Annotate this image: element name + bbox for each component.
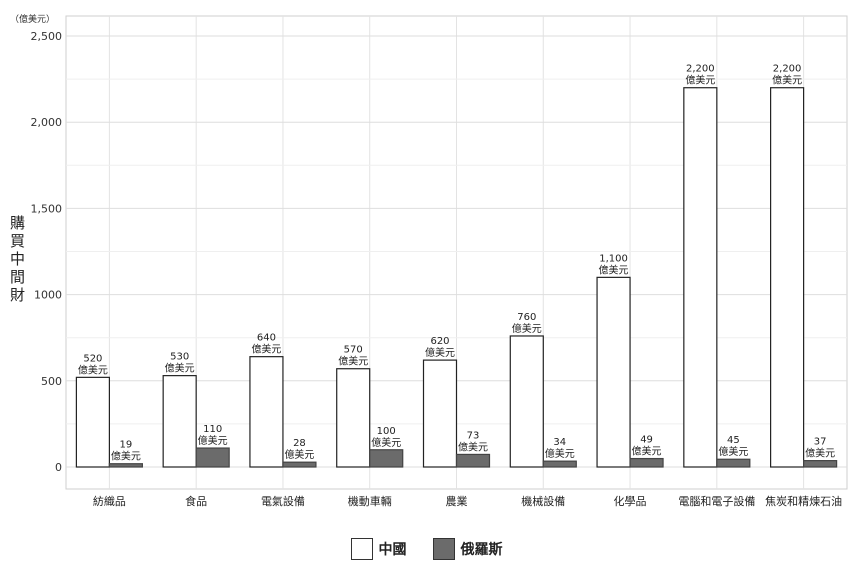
y-axis-label: 購買中間財 — [10, 214, 25, 304]
x-tick-label: 食品 — [185, 494, 207, 508]
data-label-unit: 億美元 — [545, 447, 575, 460]
data-label-unit: 億美元 — [718, 445, 748, 458]
data-label-value: 760 — [517, 312, 536, 323]
data-label-unit: 億美元 — [685, 74, 715, 87]
data-label-unit: 億美元 — [772, 74, 802, 87]
y-tick-label: 1,500 — [31, 202, 63, 215]
bar-russia — [369, 449, 404, 468]
legend-item-russia: 俄羅斯 — [432, 538, 503, 560]
data-label-value: 45 — [727, 435, 740, 446]
data-label-value: 570 — [344, 345, 363, 356]
bar-russia — [108, 463, 143, 468]
data-label-unit: 億美元 — [458, 440, 488, 453]
data-label-unit: 億美元 — [198, 434, 228, 447]
data-label-value: 49 — [640, 435, 653, 446]
x-tick-label: 農業 — [446, 494, 468, 508]
y-tick-label: 2,000 — [31, 116, 63, 129]
y-tick-label: 500 — [41, 375, 62, 388]
x-tick-label: 機械設備 — [521, 494, 565, 508]
data-label-unit: 億美元 — [284, 448, 314, 461]
data-label-value: 1,100 — [599, 253, 628, 264]
data-label-value: 2,200 — [773, 64, 802, 75]
x-tick-label: 電氣設備 — [261, 494, 305, 508]
data-label-value: 28 — [293, 438, 306, 449]
data-label-unit: 億美元 — [371, 436, 401, 449]
bar-china — [162, 375, 197, 468]
bar-russia — [455, 453, 491, 468]
bar-china — [596, 276, 631, 468]
bar-china — [509, 335, 544, 468]
data-label-unit: 億美元 — [165, 362, 195, 375]
data-label-value: 100 — [377, 426, 396, 437]
data-label-unit: 億美元 — [425, 346, 455, 359]
legend-label-china: 中國 — [378, 542, 407, 558]
y-tick-label: 2,500 — [31, 30, 63, 43]
data-label-unit: 億美元 — [599, 263, 629, 276]
data-label-unit: 億美元 — [111, 450, 141, 463]
bar-russia — [282, 461, 317, 468]
data-label-value: 110 — [203, 424, 222, 435]
bar-china — [683, 87, 718, 468]
y-tick-label: 1000 — [34, 289, 62, 302]
data-label-unit: 億美元 — [632, 445, 662, 458]
legend-label-russia: 俄羅斯 — [460, 542, 503, 558]
x-tick-label: 紡織品 — [93, 494, 126, 508]
data-label-value: 620 — [430, 336, 449, 347]
bar-russia — [629, 457, 664, 468]
legend: 中國 俄羅斯 — [0, 538, 853, 560]
bar-russia — [803, 460, 838, 468]
legend-swatch-china — [350, 538, 373, 560]
bar-china — [336, 368, 371, 468]
bar-china — [422, 359, 458, 468]
bar-china — [770, 87, 805, 468]
data-label-unit: 億美元 — [338, 355, 368, 368]
bar-china — [249, 356, 284, 468]
bar-russia — [716, 458, 751, 468]
bar-russia — [195, 447, 230, 468]
data-label-unit: 億美元 — [251, 343, 281, 356]
data-label-value: 34 — [553, 437, 566, 448]
data-label-value: 37 — [814, 437, 827, 448]
y-tick-label: 0 — [55, 461, 62, 474]
bar-china — [75, 376, 110, 468]
data-label-unit: 億美元 — [512, 322, 542, 335]
legend-item-china: 中國 — [350, 538, 407, 560]
x-tick-label: 焦炭和精煉石油 — [765, 494, 842, 508]
data-label-unit: 億美元 — [805, 447, 835, 460]
data-label-value: 2,200 — [686, 64, 715, 75]
data-label-value: 530 — [170, 352, 189, 363]
unit-note: （億美元） — [10, 13, 55, 25]
legend-swatch-russia — [432, 538, 455, 560]
data-label-unit: 億美元 — [78, 363, 108, 376]
data-label-value: 73 — [467, 430, 480, 441]
x-tick-label: 化學品 — [614, 494, 647, 508]
x-tick-label: 機動車輛 — [348, 494, 392, 508]
data-label-value: 19 — [120, 440, 133, 451]
bar-chart: 050010001,5002,0002,500（億美元）購買中間財紡織品520億… — [10, 13, 848, 508]
x-tick-label: 電腦和電子設備 — [678, 494, 755, 508]
data-label-value: 640 — [257, 333, 276, 344]
bar-russia — [542, 460, 577, 468]
data-label-value: 520 — [83, 353, 102, 364]
